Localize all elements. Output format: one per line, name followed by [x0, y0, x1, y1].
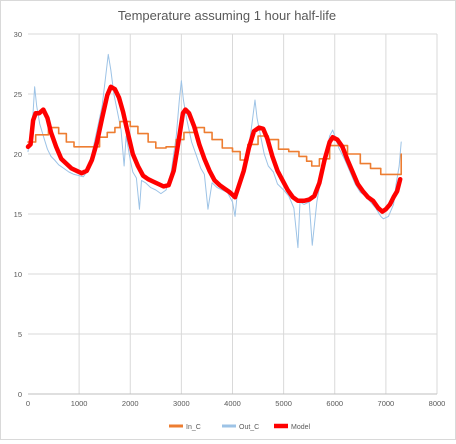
x-tick-label: 2000	[122, 399, 139, 408]
x-tick-label: 7000	[378, 399, 395, 408]
x-tick-label: 8000	[429, 399, 446, 408]
y-tick-label: 10	[14, 270, 22, 279]
legend-label: Out_C	[239, 424, 259, 431]
y-tick-label: 5	[18, 330, 22, 339]
gridlines	[28, 33, 438, 394]
y-tick-label: 25	[14, 90, 22, 99]
series-line-model	[25, 84, 403, 214]
x-tick-label: 6000	[326, 399, 343, 408]
y-tick-label: 15	[14, 210, 22, 219]
y-tick-label: 30	[14, 30, 22, 39]
y-tick-label: 0	[18, 390, 22, 399]
x-tick-label: 3000	[173, 399, 190, 408]
x-tick-label: 4000	[224, 399, 241, 408]
x-tick-label: 0	[26, 399, 30, 408]
x-tick-label: 1000	[71, 399, 88, 408]
legend: In_C Out_C Model	[169, 423, 311, 431]
legend-label: In_C	[186, 424, 201, 431]
series-layer	[25, 53, 403, 249]
y-tick-label: 20	[14, 150, 22, 159]
legend-label: Model	[291, 424, 311, 431]
x-tick-label: 5000	[275, 399, 292, 408]
axes: 0 5 10 15 20 25 30 0 1000 2000 3000 4000 5000 6000 700…	[14, 30, 446, 408]
chart-title: Temperature assuming 1 hour half-life	[118, 8, 336, 23]
